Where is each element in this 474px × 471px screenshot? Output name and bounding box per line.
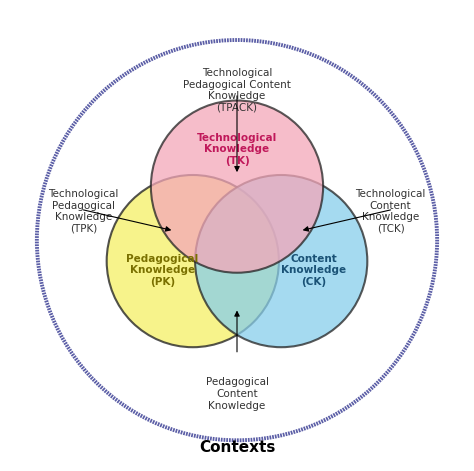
Text: Pedagogical
Content
Knowledge: Pedagogical Content Knowledge [206,377,268,411]
Text: Technological
Pedagogical Content
Knowledge
(TPACK): Technological Pedagogical Content Knowle… [183,68,291,113]
Text: Pedagogical
Knowledge
(PK): Pedagogical Knowledge (PK) [127,254,199,287]
Text: Content
Knowledge
(CK): Content Knowledge (CK) [281,254,346,287]
Circle shape [195,175,367,347]
Circle shape [151,100,323,273]
Text: Technological
Content
Knowledge
(TCK): Technological Content Knowledge (TCK) [356,189,426,234]
Text: Contexts: Contexts [199,440,275,455]
Text: Technological
Knowledge
(TK): Technological Knowledge (TK) [197,133,277,166]
Circle shape [107,175,279,347]
Text: Technological
Pedagogical
Knowledge
(TPK): Technological Pedagogical Knowledge (TPK… [48,189,119,234]
